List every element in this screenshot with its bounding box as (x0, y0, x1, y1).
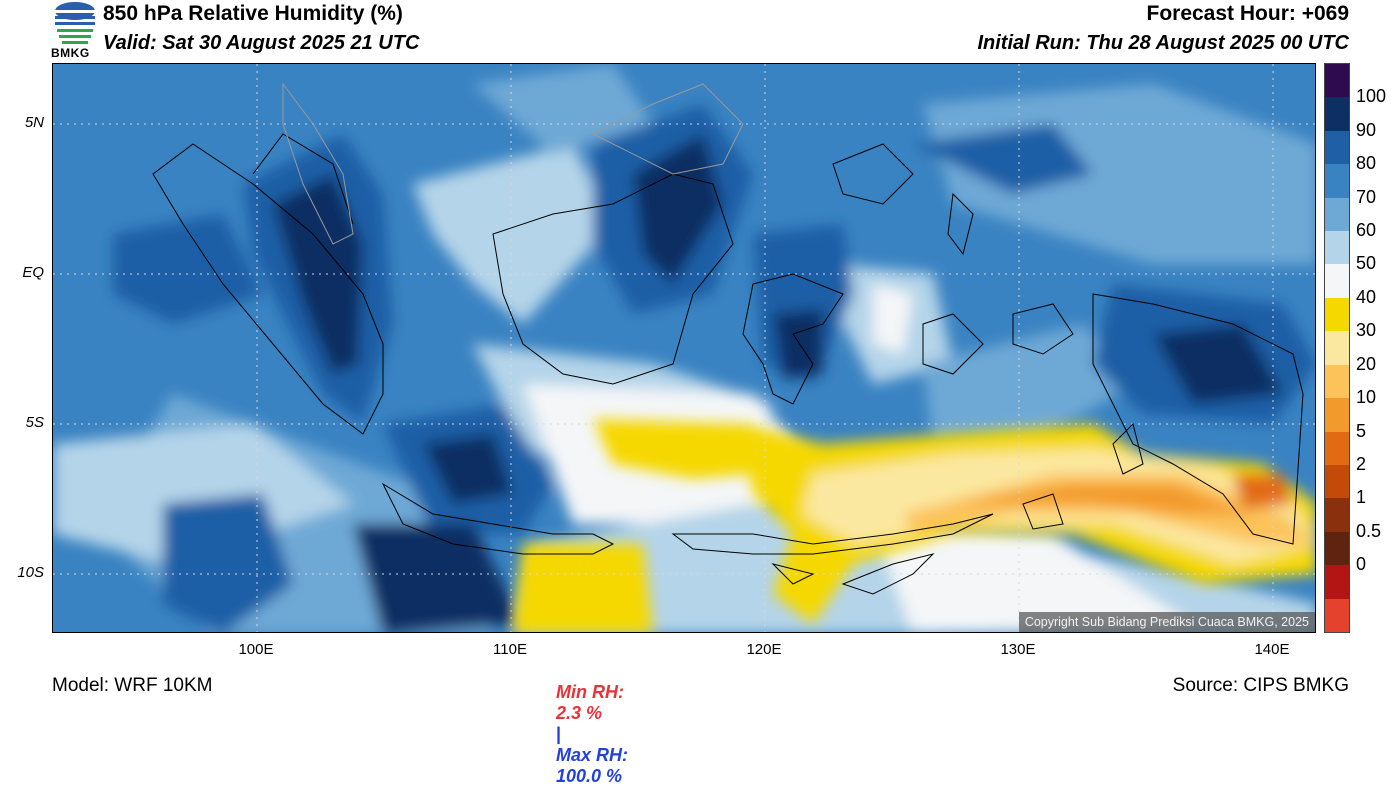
colorbar-swatch (1325, 297, 1349, 332)
copyright-notice: Copyright Sub Bidang Prediksi Cuaca BMKG… (1018, 612, 1315, 632)
bmkg-logo: BMKG (51, 1, 98, 60)
x-tick-110e: 110E (493, 641, 527, 658)
latitude-gridlines (53, 64, 1315, 632)
logo-text: BMKG (51, 46, 90, 60)
min-rh-label: Min RH: (556, 682, 624, 702)
colorbar-swatch (1325, 531, 1349, 566)
rh-stats: Min RH: 2.3 % | Max RH: 100.0 % (546, 661, 628, 787)
colorbar-label: 10 (1356, 387, 1377, 408)
colorbar-label: 30 (1356, 320, 1377, 341)
y-tick-5s: 5S (25, 414, 44, 431)
colorbar-swatch (1325, 97, 1349, 132)
colorbar-swatch (1325, 464, 1349, 499)
colorbar (1324, 63, 1350, 633)
chart-title: 850 hPa Relative Humidity (%) (103, 2, 403, 25)
colorbar-label: 100 (1356, 86, 1387, 107)
colorbar-label: 0.5 (1356, 520, 1382, 541)
x-tick-100e: 100E (238, 641, 274, 658)
colorbar-label: 50 (1356, 253, 1377, 274)
colorbar-swatch (1325, 197, 1349, 232)
colorbar-swatch (1325, 498, 1349, 533)
colorbar-label: 5 (1356, 420, 1367, 441)
coastlines (152, 82, 1304, 595)
y-tick-5n: 5N (24, 114, 44, 131)
colorbar-label: 0 (1356, 554, 1367, 575)
x-tick-140e: 140E (1254, 641, 1290, 658)
y-tick-eq: EQ (22, 264, 44, 281)
colorbar-swatch (1325, 231, 1349, 265)
max-rh-value: 100.0 % (556, 766, 623, 786)
colorbar-swatch (1325, 364, 1349, 399)
colorbar-swatch (1325, 130, 1349, 165)
stats-separator: | (556, 724, 562, 744)
colorbar-label: 70 (1356, 186, 1377, 207)
colorbar-label: 2 (1356, 453, 1367, 474)
min-rh-value: 2.3 % (556, 703, 603, 723)
bmkg-emblem-icon (55, 2, 95, 44)
humidity-map: Copyright Sub Bidang Prediksi Cuaca BMKG… (52, 63, 1316, 633)
x-tick-120e: 120E (746, 641, 782, 658)
colorbar-swatch (1325, 331, 1349, 366)
colorbar-swatch (1325, 431, 1349, 466)
source-label: Source: CIPS BMKG (1172, 675, 1349, 696)
colorbar-swatch (1325, 64, 1349, 98)
y-tick-10s: 10S (17, 564, 44, 581)
max-rh-label: Max RH: (556, 745, 629, 765)
colorbar-swatch (1325, 398, 1349, 433)
colorbar-swatch (1325, 164, 1349, 199)
colorbar-label: 90 (1356, 119, 1377, 140)
x-tick-130e: 130E (1000, 641, 1036, 658)
colorbar-swatch (1325, 264, 1349, 299)
colorbar-label: 80 (1356, 153, 1377, 174)
colorbar-label: 40 (1356, 286, 1377, 307)
map-canvas (53, 64, 1315, 632)
colorbar-label: 60 (1356, 220, 1377, 241)
forecast-hour: Forecast Hour: +069 (1146, 2, 1350, 25)
colorbar-swatch (1325, 565, 1349, 600)
colorbar-label: 1 (1356, 487, 1367, 508)
colorbar-label: 20 (1356, 353, 1377, 374)
colorbar-swatch (1325, 598, 1349, 633)
initial-run: Initial Run: Thu 28 August 2025 00 UTC (977, 32, 1349, 54)
valid-time: Valid: Sat 30 August 2025 21 UTC (103, 32, 420, 54)
model-label: Model: WRF 10KM (52, 675, 213, 696)
